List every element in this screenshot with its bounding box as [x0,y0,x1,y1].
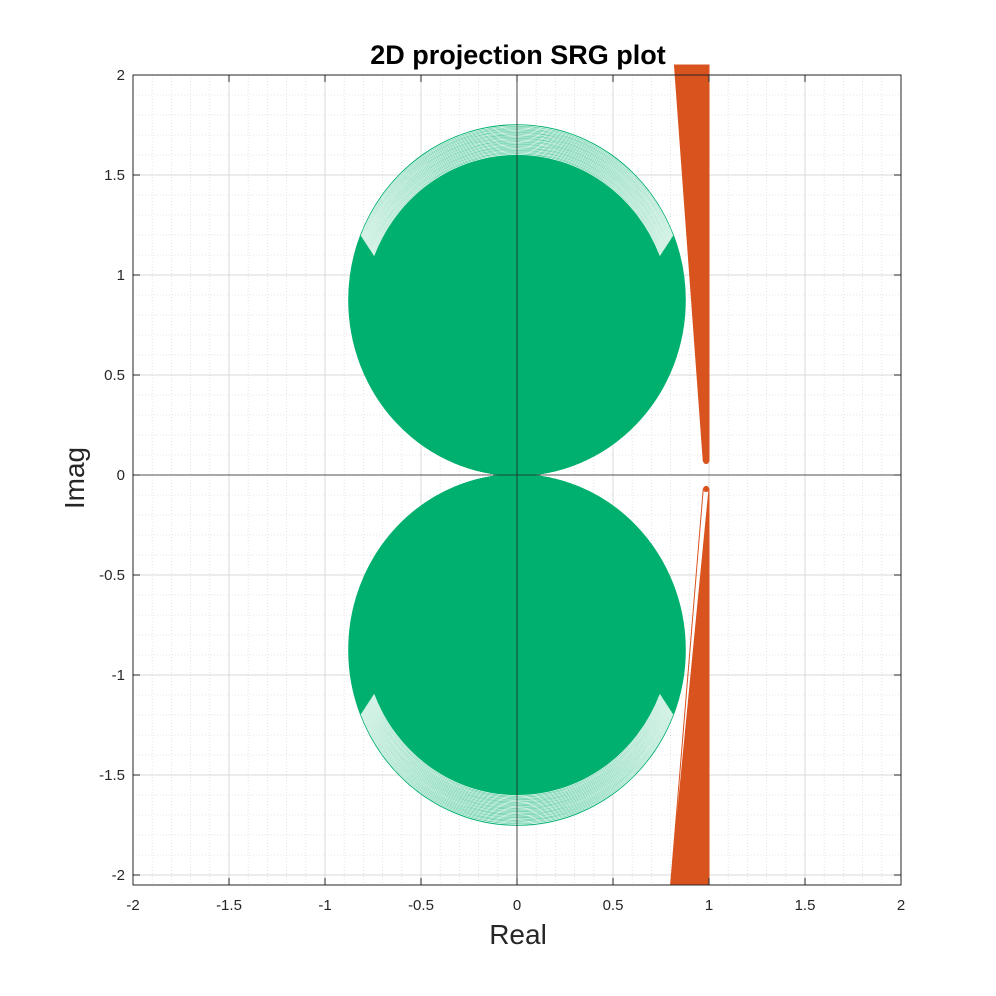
srg-band-upper-tip [703,457,710,465]
y-tick-label: -1.5 [99,767,125,784]
y-tick-label: -2 [112,867,125,884]
y-tick-label: 1 [117,267,125,284]
chart-title: 2D projection SRG plot [370,40,666,70]
x-tick-label: 1 [705,897,713,914]
y-tick-label: 2 [117,67,125,84]
y-tick-label: 0 [117,467,125,484]
x-tick-label: -2 [126,897,139,914]
y-axis-label: Imag [59,447,90,509]
tick-marks [132,74,902,885]
x-tick-label: -1 [318,897,331,914]
x-axis-label: Real [489,919,547,950]
x-tick-label: -0.5 [408,897,434,914]
y-tick-label: 0.5 [104,367,125,384]
x-tick-label: 0.5 [603,897,624,914]
x-tick-label: -1.5 [216,897,242,914]
zero-lines [133,75,901,885]
srg-band-lower [670,488,710,886]
srg-regions [348,64,710,886]
srg-band-lower-tip [703,485,710,493]
y-tick-label: 1.5 [104,167,125,184]
y-tick-label: -1 [112,667,125,684]
x-tick-label: 1.5 [795,897,816,914]
y-tick-label: -0.5 [99,567,125,584]
x-tick-label: 2 [897,897,905,914]
y-tick-labels: -2 -1.5 -1 -0.5 0 0.5 1 1.5 2 [99,67,125,884]
x-tick-labels: -2 -1.5 -1 -0.5 0 0.5 1 1.5 2 [126,897,905,914]
x-tick-label: 0 [513,897,521,914]
